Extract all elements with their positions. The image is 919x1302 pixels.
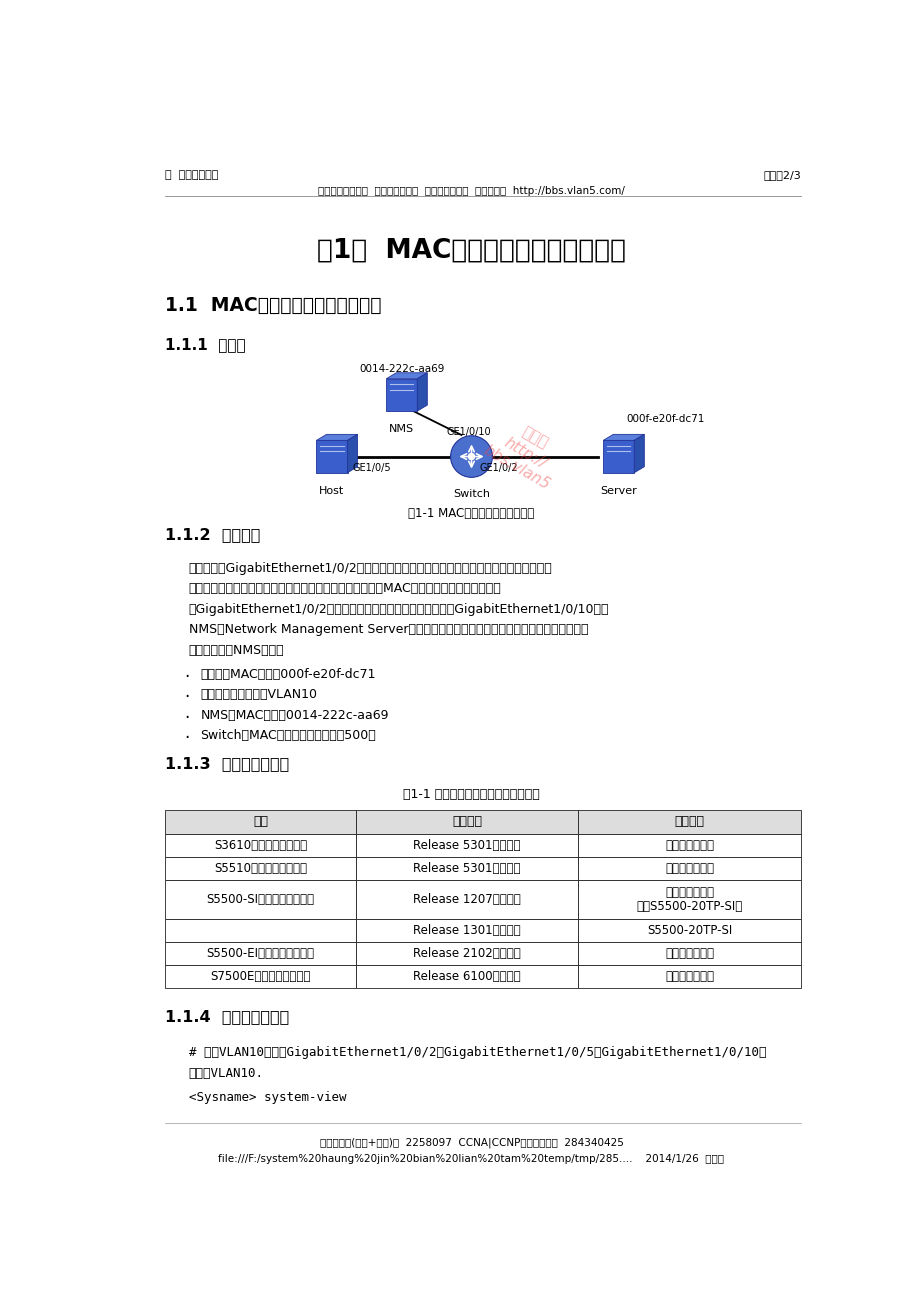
Text: Switch的MAC地址表项老化时间为500秒: Switch的MAC地址表项老化时间为500秒 xyxy=(200,729,376,742)
Text: ·: · xyxy=(185,668,190,686)
Polygon shape xyxy=(316,435,357,440)
Text: 1.1.2  应用要求: 1.1.2 应用要求 xyxy=(165,527,260,543)
Text: S7500E系列以太网交换机: S7500E系列以太网交换机 xyxy=(210,970,311,983)
Text: 000f-e20f-dc71: 000f-e20f-dc71 xyxy=(626,414,704,424)
Text: 1.1.3  适用产品、版本: 1.1.3 适用产品、版本 xyxy=(165,755,289,771)
Text: NMS: NMS xyxy=(389,424,414,434)
Bar xyxy=(578,941,800,965)
Text: 软件版本: 软件版本 xyxy=(452,815,482,828)
Bar xyxy=(165,857,356,880)
Text: NMS的MAC地址为0014-222c-aa69: NMS的MAC地址为0014-222c-aa69 xyxy=(200,708,389,721)
Text: 页码，2/3: 页码，2/3 xyxy=(762,171,800,180)
Bar xyxy=(356,918,578,941)
Text: 1.1.4  配置过程和解释: 1.1.4 配置过程和解释 xyxy=(165,1009,289,1025)
Circle shape xyxy=(450,436,492,478)
Text: 服务器通过GigabitEthernet1/0/2端口连接到交换机。为避免交换机在转发目的地址为服务器: 服务器通过GigabitEthernet1/0/2端口连接到交换机。为避免交换机… xyxy=(188,562,551,575)
Text: Host: Host xyxy=(319,486,345,496)
Text: Release 5301软件版本: Release 5301软件版本 xyxy=(413,862,520,875)
Bar xyxy=(356,965,578,988)
Text: 图1-1 MAC地址表管理组网示意图: 图1-1 MAC地址表管理组网示意图 xyxy=(408,506,534,519)
Circle shape xyxy=(468,453,474,460)
Text: S5500-EI系列以太网交换机: S5500-EI系列以太网交换机 xyxy=(207,947,314,960)
Text: 全系列硬件版本: 全系列硬件版本 xyxy=(664,887,713,900)
Bar xyxy=(356,880,578,918)
Text: Release 1207软件版本: Release 1207软件版本 xyxy=(413,893,520,906)
Text: Release 6100软件版本: Release 6100软件版本 xyxy=(413,970,520,983)
Text: 版权归原作者所有  本资料只供试读  更多资源请访问  攻城狮论坛  http://bbs.vlan5.com/: 版权归原作者所有 本资料只供试读 更多资源请访问 攻城狮论坛 http://bb… xyxy=(318,185,624,195)
Text: ·: · xyxy=(185,689,190,706)
Text: S5500-SI系列以太网交换机: S5500-SI系列以太网交换机 xyxy=(207,893,314,906)
Text: GE1/0/10: GE1/0/10 xyxy=(447,427,491,437)
Text: S3610系列以太网交换机: S3610系列以太网交换机 xyxy=(214,840,307,853)
Text: ·: · xyxy=(185,729,190,747)
Bar xyxy=(165,965,356,988)
Text: Release 1301软件版本: Release 1301软件版本 xyxy=(413,923,520,936)
Polygon shape xyxy=(603,435,643,440)
Text: 地址的报文时进行广播，要求在交换机上设置静态的服务器MAC地址表项，使交换机始终通: 地址的报文时进行广播，要求在交换机上设置静态的服务器MAC地址表项，使交换机始终… xyxy=(188,582,501,595)
Bar xyxy=(165,810,356,835)
Text: 过GigabitEthernet1/0/2端口单播发送去往服务器的报文。端口GigabitEthernet1/0/10连接: 过GigabitEthernet1/0/2端口单播发送去往服务器的报文。端口Gi… xyxy=(188,603,608,616)
Text: 全系列硬件版本: 全系列硬件版本 xyxy=(664,970,713,983)
Bar xyxy=(578,810,800,835)
Polygon shape xyxy=(386,379,417,411)
Polygon shape xyxy=(417,372,426,411)
Text: Server: Server xyxy=(600,486,637,496)
Bar xyxy=(165,880,356,918)
Bar xyxy=(578,857,800,880)
Text: NMS（Network Management Server，网管服务器），为增加网络管理的安全性，要求该端: NMS（Network Management Server，网管服务器），为增加… xyxy=(188,624,587,637)
Text: 口加入VLAN10.: 口加入VLAN10. xyxy=(188,1066,264,1079)
Bar xyxy=(356,835,578,857)
Text: GE1/0/2: GE1/0/2 xyxy=(479,462,517,473)
Polygon shape xyxy=(386,372,426,379)
Text: 全系列硬件版本: 全系列硬件版本 xyxy=(664,862,713,875)
Text: # 创建VLAN10，并将GigabitEthernet1/0/2、GigabitEthernet1/0/5、GigabitEthernet1/0/10端: # 创建VLAN10，并将GigabitEthernet1/0/2、Gigabi… xyxy=(188,1047,766,1060)
Text: 口仅允许这台NMS接入。: 口仅允许这台NMS接入。 xyxy=(188,643,284,656)
Text: S5500-20TP-SI: S5500-20TP-SI xyxy=(646,923,732,936)
Text: ·: · xyxy=(185,708,190,727)
Text: 第1章  MAC地址表管理典型配置指导: 第1章 MAC地址表管理典型配置指导 xyxy=(317,237,625,263)
Text: 产品: 产品 xyxy=(253,815,268,828)
Text: file:///F:/system%20haung%20jin%20bian%20lian%20tam%20temp/tmp/285....    2014/1: file:///F:/system%20haung%20jin%20bian%2… xyxy=(219,1154,724,1164)
Text: 表1-1 配置适用的产品与软件版本关系: 表1-1 配置适用的产品与软件版本关系 xyxy=(403,788,539,801)
Text: GE1/0/5: GE1/0/5 xyxy=(353,462,391,473)
Text: Switch: Switch xyxy=(452,488,490,499)
Bar xyxy=(356,810,578,835)
Bar xyxy=(356,941,578,965)
Text: Release 2102软件版本: Release 2102软件版本 xyxy=(413,947,520,960)
Polygon shape xyxy=(347,435,357,473)
Text: 1.1  MAC地址表管理典型配置指导: 1.1 MAC地址表管理典型配置指导 xyxy=(165,297,381,315)
Text: 0014-222c-aa69: 0014-222c-aa69 xyxy=(358,365,444,374)
Text: Release 5301软件版本: Release 5301软件版本 xyxy=(413,840,520,853)
Text: （除S5500-20TP-SI）: （除S5500-20TP-SI） xyxy=(636,900,742,913)
Bar xyxy=(165,918,356,941)
Bar xyxy=(356,857,578,880)
Text: 全系列硬件版本: 全系列硬件版本 xyxy=(664,947,713,960)
Text: 硬件版本: 硬件版本 xyxy=(674,815,704,828)
Polygon shape xyxy=(603,440,633,473)
Text: 服务器的MAC地址为000f-e20f-dc71: 服务器的MAC地址为000f-e20f-dc71 xyxy=(200,668,375,681)
Text: 目  录（目录名）: 目 录（目录名） xyxy=(165,171,219,180)
Bar xyxy=(578,880,800,918)
Text: 攻城狮
http://
bbs.vlan5: 攻城狮 http:// bbs.vlan5 xyxy=(481,413,570,492)
Bar xyxy=(578,965,800,988)
Text: S5510系列以太网交换机: S5510系列以太网交换机 xyxy=(214,862,307,875)
Text: <Sysname> system-view: <Sysname> system-view xyxy=(188,1091,346,1104)
Bar xyxy=(165,835,356,857)
Bar xyxy=(578,918,800,941)
Text: 全系列硬件版本: 全系列硬件版本 xyxy=(664,840,713,853)
Bar xyxy=(165,941,356,965)
Polygon shape xyxy=(633,435,643,473)
Text: 1.1.1  组网图: 1.1.1 组网图 xyxy=(165,337,245,352)
Text: 图中所有端口均属于VLAN10: 图中所有端口均属于VLAN10 xyxy=(200,689,317,702)
Text: 攻城狮论坛(技术+生活)群  2258097  CCNA|CCNP免费答疑题库  284340425: 攻城狮论坛(技术+生活)群 2258097 CCNA|CCNP免费答疑题库 28… xyxy=(319,1137,623,1148)
Bar xyxy=(578,835,800,857)
Polygon shape xyxy=(316,440,347,473)
